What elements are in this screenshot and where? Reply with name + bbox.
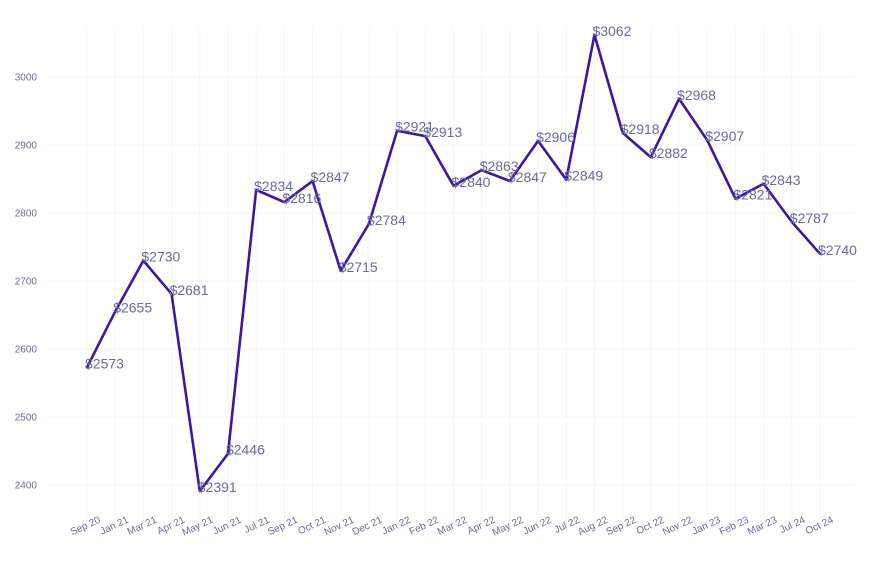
x-tick-label: Mar 22 — [436, 515, 469, 538]
data-label: $2787 — [790, 210, 829, 226]
data-label: $2843 — [762, 172, 801, 188]
data-label: $2730 — [141, 249, 180, 265]
y-tick-label: 2600 — [15, 345, 38, 356]
y-tick-label: 2900 — [15, 141, 38, 152]
data-label: $2847 — [311, 169, 350, 185]
x-tick-label: Dec 21 — [351, 515, 385, 539]
data-label: $2906 — [536, 129, 575, 145]
data-labels: $2573 $2655 $2730 $2681 $2391 $2446 $2834$2816… — [85, 23, 857, 495]
y-tick-label: 2500 — [15, 413, 38, 424]
series — [85, 33, 822, 493]
data-label: $2847 — [508, 169, 547, 185]
data-label: $2784 — [367, 212, 406, 228]
y-tick-label: 2400 — [15, 481, 38, 492]
data-label: $2913 — [423, 124, 462, 140]
x-tick-label: Mar 23 — [746, 515, 779, 538]
x-tick-label: May 22 — [491, 515, 526, 539]
data-label: $2918 — [621, 121, 660, 137]
x-tick-label: Feb 23 — [718, 515, 751, 538]
data-label: $2655 — [113, 300, 152, 316]
x-tick-label: Mar 21 — [126, 515, 159, 538]
data-label: $2391 — [198, 479, 237, 495]
data-label: $2834 — [254, 178, 293, 194]
x-tick-label: Sep 21 — [266, 515, 300, 539]
y-tick-label: 3000 — [15, 73, 38, 84]
x-tick-label: May 21 — [181, 515, 216, 539]
data-label: $2446 — [226, 442, 265, 458]
data-label: $2921 — [395, 119, 434, 135]
x-tick-label: Sep 22 — [605, 515, 639, 539]
data-label: $2907 — [705, 128, 744, 144]
data-label: $2840 — [452, 174, 491, 190]
x-tick-label: Jul 24 — [778, 515, 807, 536]
series-line — [85, 33, 822, 493]
x-tick-label: Sep 20 — [69, 515, 103, 539]
data-label: $2715 — [339, 259, 378, 275]
data-label: $2863 — [480, 158, 519, 174]
data-label: $3062 — [592, 23, 631, 39]
x-tick-label: Feb 22 — [408, 515, 441, 538]
x-tick-label: Aug 22 — [576, 515, 610, 539]
data-label: $2849 — [564, 168, 603, 184]
data-label: $2882 — [649, 145, 688, 161]
data-label: $2740 — [818, 242, 857, 258]
y-axis-ticks: 2400 2500 2600 2700 2800 2900 3000 — [15, 73, 38, 492]
x-tick-label: Nov 21 — [323, 515, 357, 539]
x-tick-label: Nov 22 — [661, 515, 695, 539]
y-tick-label: 2800 — [15, 209, 38, 220]
data-label: $2821 — [733, 187, 772, 203]
data-label: $2816 — [282, 190, 321, 206]
grid — [45, 26, 855, 523]
y-tick-label: 2700 — [15, 277, 38, 288]
data-label: $2573 — [85, 355, 124, 371]
data-label: $2968 — [677, 87, 716, 103]
data-label: $2681 — [170, 282, 209, 298]
